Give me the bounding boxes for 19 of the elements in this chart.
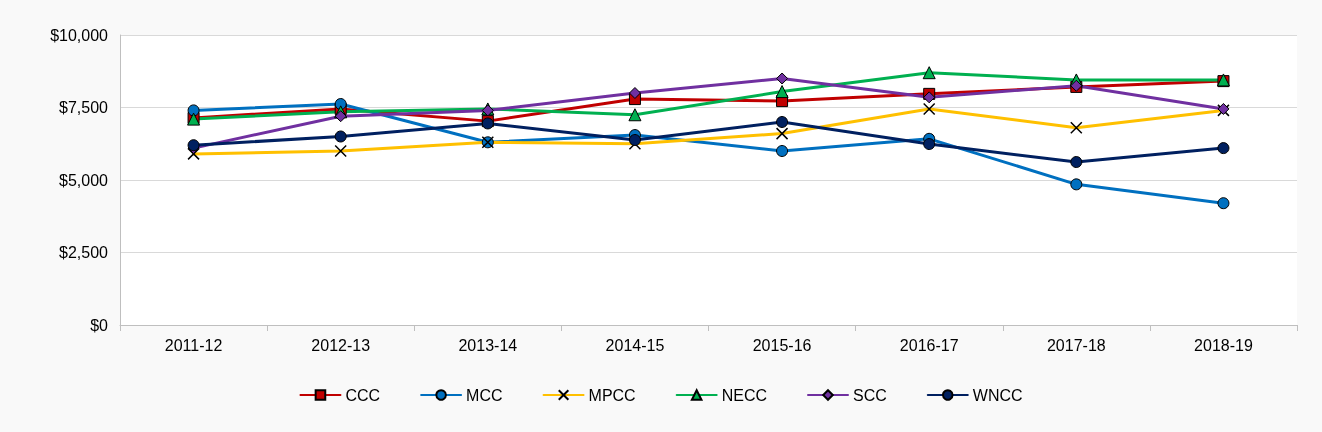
x-tick-label: 2013-14 (458, 336, 518, 354)
x-tick-label: 2015-16 (752, 336, 812, 354)
x-tick-label: 2012-13 (311, 336, 371, 354)
legend-label: MCC (466, 386, 503, 404)
x-tick-label: 2017-18 (1046, 336, 1106, 354)
x-tick-label: 2016-17 (899, 336, 959, 354)
x-tick-label: 2011-12 (164, 336, 223, 354)
legend-label: WNCC (972, 386, 1023, 404)
legend-label: SCC (853, 386, 887, 404)
x-tick-label: 2014-15 (605, 336, 665, 354)
legend-label: CCC (345, 386, 381, 404)
legend-label: MPCC (588, 386, 636, 404)
y-tick-label: $5,000 (59, 171, 109, 189)
legend-label: NECC (721, 386, 768, 404)
y-tick-label: $10,000 (50, 26, 109, 44)
y-tick-label: $0 (90, 316, 109, 334)
y-tick-label: $7,500 (59, 99, 109, 116)
y-tick-label: $2,500 (59, 244, 109, 261)
x-tick-label: 2018-19 (1194, 336, 1253, 354)
